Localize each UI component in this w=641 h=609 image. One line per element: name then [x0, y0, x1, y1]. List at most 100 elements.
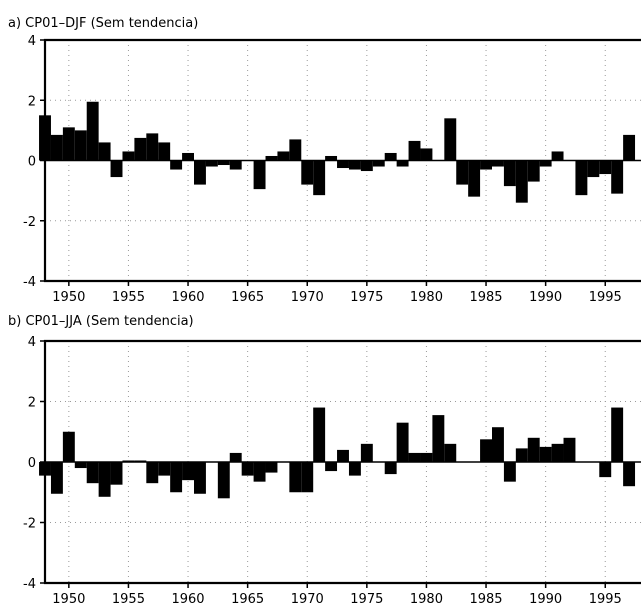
bar — [50, 134, 63, 161]
bar — [205, 160, 218, 167]
x-tick-label: 1950 — [52, 592, 85, 607]
bar — [289, 462, 302, 493]
bar — [563, 437, 576, 462]
bar — [146, 133, 159, 161]
bar — [515, 160, 528, 203]
y-tick-label: 4 — [28, 335, 36, 350]
y-tick-label: 2 — [28, 396, 36, 411]
bar — [551, 151, 564, 161]
bar — [265, 462, 278, 473]
bar — [396, 422, 409, 462]
y-tick-label: -2 — [23, 517, 36, 532]
bar — [74, 130, 87, 161]
panel-b: b) CP01–JJA (Sem tendencia) -4 -2 0 2 4 1950 1… — [8, 314, 641, 607]
x-tick-label: 1995 — [589, 592, 622, 607]
bar — [50, 462, 63, 494]
bar — [98, 462, 111, 497]
x-tick-label: 1995 — [589, 290, 622, 305]
bar — [98, 142, 111, 161]
x-tick-label: 1985 — [469, 592, 502, 607]
bar — [182, 462, 194, 481]
bar — [527, 160, 540, 182]
bar — [62, 431, 75, 462]
bar — [134, 460, 147, 462]
x-tick-label: 1960 — [171, 592, 204, 607]
y-tick-label: -4 — [23, 275, 36, 290]
bar — [408, 452, 421, 462]
bar — [253, 462, 266, 482]
bar — [194, 160, 206, 185]
x-tick-label: 1990 — [529, 290, 562, 305]
bar — [611, 407, 624, 462]
bar — [384, 462, 397, 475]
bar — [348, 462, 361, 476]
bar — [62, 127, 75, 161]
bar — [527, 437, 540, 462]
bar — [158, 462, 171, 476]
x-tick-label: 1970 — [291, 290, 324, 305]
bar — [110, 160, 123, 178]
bar — [599, 462, 612, 478]
y-tick-label: 0 — [28, 456, 36, 471]
bar — [134, 137, 147, 161]
bar — [348, 160, 361, 170]
bar — [337, 449, 349, 462]
bar — [337, 160, 349, 169]
bar — [170, 160, 183, 170]
bar — [408, 140, 421, 161]
bar — [289, 139, 302, 161]
bar — [492, 160, 504, 167]
bar — [86, 462, 99, 484]
bar — [492, 427, 504, 462]
bar — [575, 160, 588, 196]
bar — [325, 462, 338, 472]
bar — [217, 462, 230, 499]
bar — [384, 152, 397, 161]
bar — [265, 155, 278, 161]
x-tick-label: 1955 — [112, 290, 145, 305]
bar — [194, 462, 206, 494]
bar — [229, 452, 242, 462]
axis-frame — [43, 339, 641, 585]
bar — [122, 460, 135, 462]
x-tick-label: 1955 — [112, 592, 145, 607]
bar — [301, 160, 314, 185]
bar — [229, 160, 242, 170]
bar — [623, 462, 636, 487]
y-tick-label: -2 — [23, 215, 36, 230]
bar — [468, 160, 481, 197]
bar — [360, 443, 373, 462]
bar — [587, 160, 600, 178]
bar — [313, 160, 326, 196]
bar — [503, 160, 516, 187]
y-tick-label: 4 — [28, 34, 36, 49]
bar — [539, 446, 552, 462]
bar — [74, 462, 87, 469]
bar — [313, 407, 326, 462]
x-tick-label: 1975 — [350, 290, 383, 305]
bar — [396, 160, 409, 167]
bar — [217, 160, 230, 166]
bar — [372, 160, 385, 167]
bar — [146, 462, 159, 484]
bar — [182, 152, 194, 161]
bar — [158, 142, 171, 161]
panel-b-title: b) CP01–JJA (Sem tendencia) — [8, 314, 194, 329]
bar — [599, 160, 612, 175]
y-tick-label: 0 — [28, 155, 36, 170]
bar — [480, 160, 492, 170]
panel-a-title: a) CP01–DJF (Sem tendencia) — [8, 16, 198, 31]
x-tick-label: 1965 — [231, 290, 264, 305]
x-tick-label: 1975 — [350, 592, 383, 607]
x-tick-label: 1990 — [529, 592, 562, 607]
x-tick-label: 1980 — [410, 592, 443, 607]
bar — [110, 462, 123, 485]
bar — [86, 101, 99, 161]
x-tick-label: 1985 — [469, 290, 502, 305]
bar — [122, 151, 135, 161]
bar — [623, 134, 636, 161]
bar — [515, 448, 528, 462]
bar — [253, 160, 266, 190]
bar — [325, 155, 338, 161]
